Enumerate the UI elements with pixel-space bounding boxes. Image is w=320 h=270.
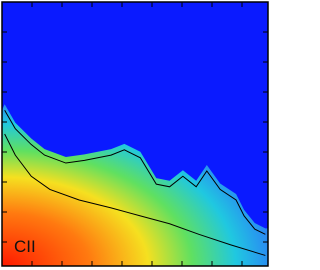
contour-line bbox=[4, 133, 266, 256]
annotation: CII bbox=[14, 237, 36, 256]
frame-ticks bbox=[2, 2, 268, 266]
frame bbox=[1, 1, 269, 267]
page: {"chart_data": {"type": "contour", "anno… bbox=[1, 1, 269, 267]
chart: CII bbox=[1, 1, 269, 267]
heat-layers bbox=[2, 104, 268, 266]
contour-line bbox=[4, 109, 266, 235]
heat-field bbox=[2, 104, 268, 266]
